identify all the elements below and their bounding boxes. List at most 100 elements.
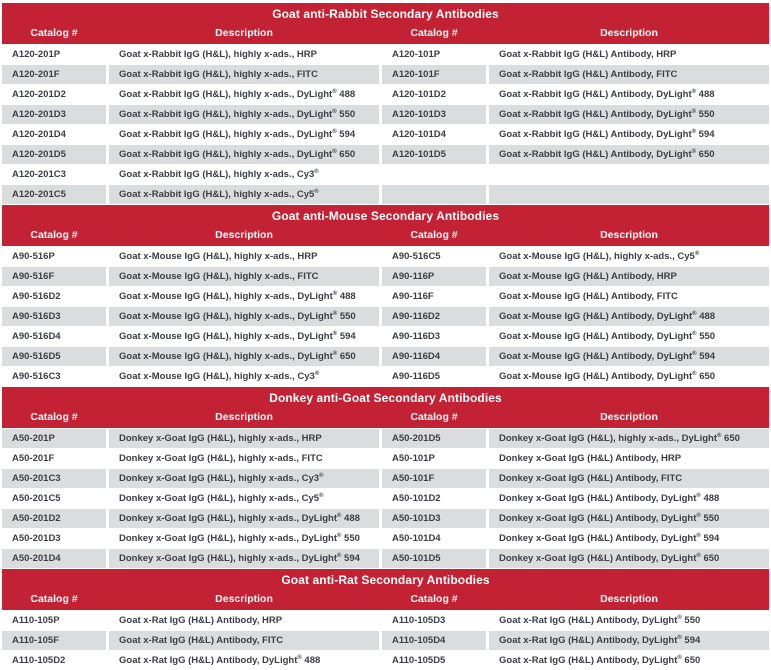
catalog-column-header: Catalog # (410, 229, 458, 241)
registered-trademark-symbol: ® (314, 370, 320, 377)
description-cell: Goat x-Rat IgG (H&L) Antibody, FITC (109, 631, 379, 650)
catalog-number-cell: A120-201D5 (2, 145, 106, 164)
catalog-number-cell: A90-516P (2, 247, 106, 266)
antibody-section: Goat anti-Rat Secondary Antibodies Catalo… (2, 569, 769, 670)
catalog-number-cell: A90-116D3 (382, 327, 486, 346)
catalog-number-cell: A90-516D5 (2, 347, 106, 366)
registered-trademark-symbol: ® (332, 108, 337, 115)
table-row: A50-201D3 Donkey x-Goat IgG (H&L), highly… (2, 529, 769, 549)
description-cell: Donkey x-Goat IgG (H&L), highly x-ads., … (489, 429, 769, 448)
catalog-number-cell: A50-101P (382, 449, 486, 468)
table-row: A90-516D3 Goat x-Mouse IgG (H&L), highly … (2, 307, 769, 327)
catalog-number-cell: A50-201C3 (2, 469, 106, 488)
catalog-number-cell: A120-201D2 (2, 85, 106, 104)
catalog-number-cell: A90-516C3 (2, 367, 106, 386)
column-header-row: Catalog # Description Catalog # Description (2, 590, 769, 610)
catalog-number-cell: A120-101D2 (382, 85, 486, 104)
catalog-number-cell: A120-201C3 (2, 165, 106, 184)
catalog-number-cell: A120-101D5 (382, 145, 486, 164)
description-cell: Donkey x-Goat IgG (H&L) Antibody, DyLigh… (489, 489, 769, 508)
description-cell: Goat x-Mouse IgG (H&L), highly x-ads., C… (489, 247, 769, 266)
section-title: Goat anti-Rat Secondary Antibodies (281, 573, 490, 587)
registered-trademark-symbol: ® (337, 532, 342, 539)
registered-trademark-symbol: ® (337, 552, 342, 559)
catalog-number-cell: A90-116D5 (382, 367, 486, 386)
description-cell: Goat x-Mouse IgG (H&L) Antibody, DyLight… (489, 307, 769, 326)
registered-trademark-symbol: ® (332, 330, 338, 337)
section-header-block: Goat anti-Rabbit Secondary Antibodies Cat… (2, 3, 769, 44)
table-row: A110-105D2 Goat x-Rat IgG (H&L) Antibody,… (2, 651, 769, 670)
catalog-number-cell: A120-201D4 (2, 125, 106, 144)
catalog-number-cell: A120-101D3 (382, 105, 486, 124)
description-cell: Goat x-Rabbit IgG (H&L), highly x-ads., … (109, 45, 379, 64)
catalog-number-cell: A50-201D3 (2, 529, 106, 548)
table-row: A90-516D2 Goat x-Mouse IgG (H&L), highly … (2, 287, 769, 307)
description-cell: Donkey x-Goat IgG (H&L), highly x-ads., … (109, 429, 379, 448)
table-row: A120-201D2 Goat x-Rabbit IgG (H&L), highl… (2, 85, 769, 105)
catalog-column-header: Catalog # (410, 27, 458, 39)
registered-trademark-symbol: ® (692, 310, 697, 317)
table-row: A120-201D5 Goat x-Rabbit IgG (H&L), highl… (2, 145, 769, 165)
description-cell: Donkey x-Goat IgG (H&L) Antibody, FITC (489, 469, 769, 488)
catalog-number-cell: A120-201F (2, 65, 106, 84)
description-cell: Goat x-Mouse IgG (H&L), highly x-ads., D… (109, 287, 379, 306)
registered-trademark-symbol: ® (717, 432, 722, 439)
description-cell: Donkey x-Goat IgG (H&L), highly x-ads., … (109, 509, 379, 528)
catalog-number-cell: A110-105F (2, 631, 106, 650)
description-column-header: Description (600, 229, 658, 241)
description-cell (489, 185, 769, 204)
table-row: A120-201D3 Goat x-Rabbit IgG (H&L), highl… (2, 105, 769, 125)
description-cell: Goat x-Rabbit IgG (H&L) Antibody, DyLigh… (489, 145, 769, 164)
description-column-header: Description (215, 593, 273, 605)
description-cell: Donkey x-Goat IgG (H&L), highly x-ads., … (109, 469, 379, 488)
description-cell: Goat x-Rat IgG (H&L) Antibody, DyLight® … (489, 631, 769, 650)
description-column-header: Description (600, 593, 658, 605)
table-row: A110-105P Goat x-Rat IgG (H&L) Antibody, … (2, 611, 769, 631)
table-row: A50-201C3 Donkey x-Goat IgG (H&L), highly… (2, 469, 769, 489)
registered-trademark-symbol: ® (314, 168, 319, 175)
description-cell: Goat x-Rabbit IgG (H&L), highly x-ads., … (109, 145, 379, 164)
catalog-number-cell: A50-201D5 (382, 429, 486, 448)
registered-trademark-symbol: ® (677, 614, 682, 621)
catalog-number-cell: A50-101D2 (382, 489, 486, 508)
description-cell: Donkey x-Goat IgG (H&L) Antibody, DyLigh… (489, 509, 769, 528)
description-cell: Goat x-Rabbit IgG (H&L), highly x-ads., … (109, 165, 379, 184)
description-cell: Goat x-Mouse IgG (H&L) Antibody, HRP (489, 267, 769, 286)
description-cell: Goat x-Mouse IgG (H&L), highly x-ads., D… (109, 327, 379, 346)
section-title: Donkey anti-Goat Secondary Antibodies (269, 391, 502, 405)
catalog-column-header: Catalog # (30, 27, 78, 39)
section-title: Goat anti-Mouse Secondary Antibodies (271, 209, 500, 223)
table-row: A50-201D4 Donkey x-Goat IgG (H&L), highly… (2, 549, 769, 569)
description-cell: Donkey x-Goat IgG (H&L) Antibody, DyLigh… (489, 549, 769, 568)
antibody-section: Goat anti-Mouse Secondary Antibodies Cata… (2, 205, 769, 387)
catalog-number-cell: A110-105D5 (382, 651, 486, 670)
catalog-number-cell: A90-116P (382, 267, 486, 286)
registered-trademark-symbol: ® (696, 512, 701, 519)
description-cell: Donkey x-Goat IgG (H&L) Antibody, DyLigh… (489, 529, 769, 548)
catalog-column-header: Catalog # (30, 411, 78, 423)
description-cell: Goat x-Rat IgG (H&L) Antibody, HRP (109, 611, 379, 630)
registered-trademark-symbol: ® (692, 330, 697, 337)
description-cell: Goat x-Rabbit IgG (H&L) Antibody, DyLigh… (489, 85, 769, 104)
catalog-number-cell: A110-105D4 (382, 631, 486, 650)
description-cell: Goat x-Rabbit IgG (H&L), highly x-ads., … (109, 65, 379, 84)
registered-trademark-symbol: ® (677, 634, 682, 641)
registered-trademark-symbol: ® (691, 148, 697, 155)
table-row: A90-516P Goat x-Mouse IgG (H&L), highly x… (2, 247, 769, 267)
catalog-number-cell: A110-105P (2, 611, 106, 630)
registered-trademark-symbol: ® (332, 128, 337, 135)
catalog-number-cell (382, 185, 486, 204)
registered-trademark-symbol: ® (332, 148, 337, 155)
description-cell: Goat x-Mouse IgG (H&L), highly x-ads., H… (109, 247, 379, 266)
catalog-number-cell: A50-101D4 (382, 529, 486, 548)
registered-trademark-symbol: ® (691, 108, 697, 115)
description-cell: Goat x-Mouse IgG (H&L), highly x-ads., C… (109, 367, 379, 386)
description-column-header: Description (600, 411, 658, 423)
catalog-number-cell: A120-201P (2, 45, 106, 64)
description-cell: Goat x-Mouse IgG (H&L) Antibody, FITC (489, 287, 769, 306)
description-column-header: Description (215, 411, 273, 423)
catalog-number-cell: A120-101P (382, 45, 486, 64)
description-cell: Goat x-Rabbit IgG (H&L) Antibody, DyLigh… (489, 125, 769, 144)
catalog-number-cell: A90-516C5 (382, 247, 486, 266)
section-header-block: Goat anti-Mouse Secondary Antibodies Cata… (2, 205, 769, 246)
